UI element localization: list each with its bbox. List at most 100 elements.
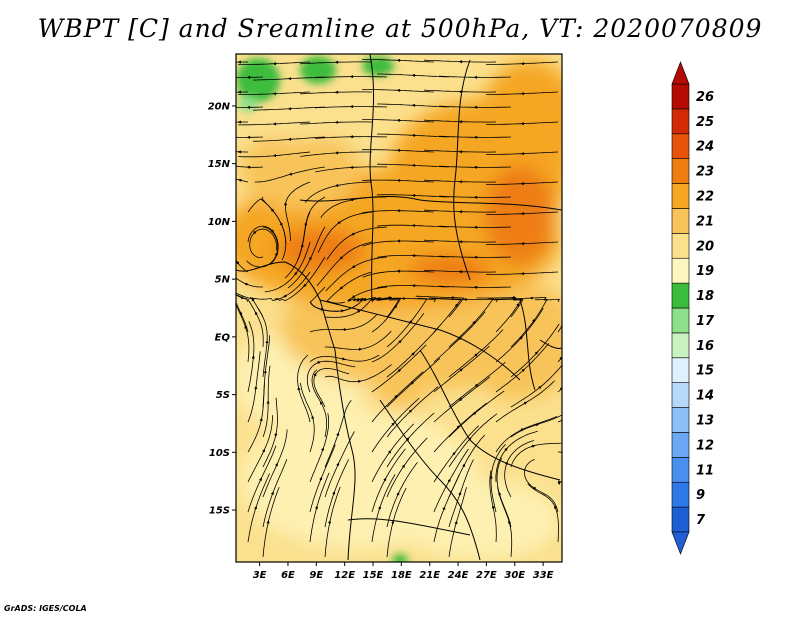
streamline-arrow bbox=[519, 336, 523, 340]
colorbar-max-triangle bbox=[671, 61, 690, 85]
streamline-arrow bbox=[452, 451, 456, 456]
streamline-arrow bbox=[516, 302, 520, 307]
colorbar-swatch bbox=[671, 407, 690, 433]
streamline-arrow bbox=[401, 464, 405, 469]
lon-tick-label: 21E bbox=[419, 570, 440, 581]
colorbar-label: 25 bbox=[696, 115, 714, 130]
streamline-arrow bbox=[294, 271, 298, 276]
streamline-arrow bbox=[314, 505, 318, 510]
colorbar-label: 19 bbox=[696, 264, 714, 279]
streamline-arrow bbox=[350, 232, 355, 236]
streamline-arrow bbox=[472, 320, 476, 325]
streamline-arrow bbox=[349, 198, 355, 202]
streamline-arrow bbox=[377, 505, 382, 510]
streamline-arrow bbox=[491, 505, 495, 510]
chart-title: WBPT [C] and Sreamline at 500hPa, VT: 20… bbox=[37, 14, 763, 43]
lon-tick-label: 15E bbox=[363, 570, 384, 581]
lat-tick-label: 15S bbox=[209, 506, 230, 517]
streamline-arrow bbox=[351, 294, 356, 298]
streamline-arrow bbox=[396, 491, 400, 496]
streamline-arrow bbox=[332, 491, 336, 496]
colorbar-label: 15 bbox=[696, 364, 714, 379]
streamline-arrow bbox=[535, 423, 540, 427]
colorbar-label: 20 bbox=[696, 239, 714, 254]
lon-tick-label: 6E bbox=[281, 570, 295, 581]
streamline-arrow bbox=[411, 352, 415, 356]
streamline-arrow bbox=[391, 422, 395, 426]
streamline-arrow bbox=[266, 520, 270, 525]
colorbar-label: 18 bbox=[696, 289, 714, 304]
lon-tick-label: 18E bbox=[391, 570, 412, 581]
streamline-arrow bbox=[259, 417, 263, 422]
streamline-arrow bbox=[262, 448, 265, 453]
lon-tick-label: 9E bbox=[309, 570, 323, 581]
streamline-arrow bbox=[252, 230, 257, 235]
streamline-arrow bbox=[532, 318, 536, 323]
colorbar-swatch bbox=[671, 481, 690, 508]
streamline-arrow bbox=[351, 264, 356, 268]
streamline-arrow bbox=[560, 418, 562, 422]
colorbar-label: 21 bbox=[696, 214, 714, 229]
streamline-arrow bbox=[454, 520, 458, 525]
streamline-arrow bbox=[313, 372, 317, 377]
credit-text: GrADS: IGES/COLA bbox=[4, 604, 87, 613]
streamline-arrow bbox=[387, 450, 392, 454]
streamline-arrow bbox=[393, 304, 397, 309]
streamline-arrow bbox=[320, 401, 324, 406]
colorbar-label: 22 bbox=[696, 190, 714, 205]
streamline-arrow bbox=[297, 386, 301, 391]
streamline-arrow bbox=[534, 351, 539, 355]
colorbar-label: 17 bbox=[696, 314, 715, 329]
lat-tick-label: 5N bbox=[215, 275, 231, 286]
streamline-arrow bbox=[275, 252, 279, 257]
colorbar-swatch bbox=[671, 158, 690, 184]
lon-tick-label: 30E bbox=[504, 570, 525, 581]
streamline-arrow bbox=[238, 178, 243, 182]
streamline-arrow bbox=[472, 411, 477, 416]
lat-tick-label: 20N bbox=[208, 101, 231, 112]
streamline-arrow bbox=[447, 478, 451, 483]
streamline-arrow bbox=[391, 520, 395, 525]
streamline-arrow bbox=[335, 183, 340, 187]
colorbar-label: 26 bbox=[696, 90, 714, 105]
colorbar-swatch bbox=[671, 257, 690, 284]
streamline-arrow bbox=[538, 385, 542, 390]
streamline-arrow bbox=[356, 309, 361, 314]
streamline-arrow bbox=[336, 462, 340, 467]
colorbar: 7 9 11 12 13 14 15 16 17 18 19 20 21 22 23 24 25 26 bbox=[671, 61, 715, 555]
lon-tick-label: 24E bbox=[448, 570, 469, 581]
streamline-arrow bbox=[521, 368, 526, 372]
lon-tick-label: 27E bbox=[476, 570, 497, 581]
streamline-arrow bbox=[523, 401, 528, 405]
streamline-arrow bbox=[270, 208, 275, 213]
streamline bbox=[557, 419, 562, 423]
streamline-arrow bbox=[274, 462, 278, 467]
streamline-arrow bbox=[309, 256, 313, 261]
streamline-arrow bbox=[288, 172, 293, 176]
streamline-arrow bbox=[283, 294, 288, 298]
streamline-arrow bbox=[474, 353, 478, 357]
colorbar-label: 14 bbox=[696, 389, 714, 404]
streamline-arrow bbox=[300, 243, 305, 249]
streamline-arrow bbox=[270, 491, 274, 496]
colorbar-swatch bbox=[671, 332, 690, 359]
streamline-arrow bbox=[410, 381, 415, 385]
streamline-arrow bbox=[244, 282, 249, 286]
streamline-arrow bbox=[458, 398, 463, 402]
streamline-arrow bbox=[532, 486, 537, 491]
streamline-arrow bbox=[462, 463, 466, 468]
streamline-arrow bbox=[507, 520, 512, 525]
colorbar-label: 16 bbox=[696, 339, 714, 354]
country-boundaries bbox=[236, 54, 562, 561]
lat-axis: 20N 15N 10N 5N EQ 5S 10S 15S bbox=[208, 101, 236, 517]
colorbar-swatch bbox=[671, 307, 690, 334]
streamline-arrow bbox=[258, 477, 262, 482]
streamline-arrow bbox=[251, 297, 255, 302]
colorbar-label: 23 bbox=[696, 165, 714, 180]
colorbar-label: 11 bbox=[696, 463, 714, 478]
streamline-arrow bbox=[474, 383, 479, 388]
streamline-arrow bbox=[394, 394, 398, 399]
colorbar-label: 12 bbox=[696, 438, 714, 453]
streamline-arrow bbox=[239, 311, 243, 316]
